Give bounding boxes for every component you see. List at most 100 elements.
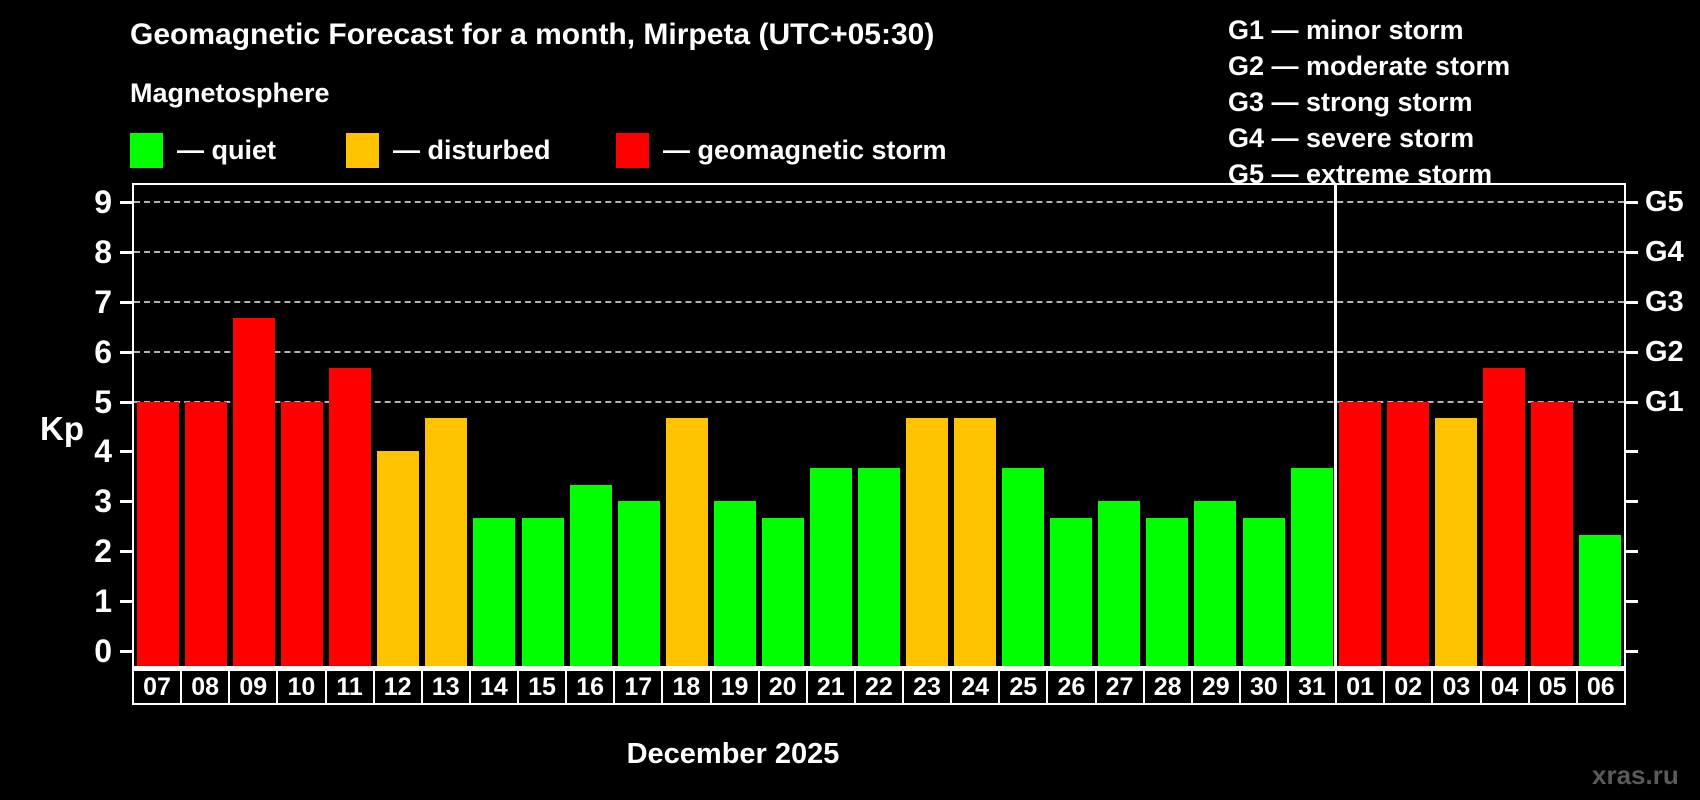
gridline-kp-5 [134, 400, 1624, 403]
legend-swatch-quiet [130, 133, 163, 168]
day-label-26: 26 [1046, 669, 1097, 705]
kp-bar-day-12 [377, 451, 420, 666]
day-label-12: 12 [372, 669, 423, 705]
day-label-18: 18 [661, 669, 712, 705]
day-label-24: 24 [950, 669, 1001, 705]
legend-item-quiet: — quiet [130, 133, 276, 168]
right-tick-kp-1 [1626, 600, 1638, 604]
day-label-16: 16 [565, 669, 616, 705]
day-label-01: 01 [1335, 669, 1386, 705]
day-label-20: 20 [757, 669, 808, 705]
left-tick-kp-1 [120, 600, 132, 604]
kp-bar-day-02 [1386, 401, 1429, 666]
day-label-21: 21 [805, 669, 856, 705]
y-tick-label-5: 5 [94, 383, 112, 420]
right-axis-label-g3: G3 [1645, 285, 1684, 318]
day-label-08: 08 [180, 669, 231, 705]
right-tick-kp-3 [1626, 500, 1638, 504]
kp-bar-day-29 [1194, 501, 1237, 666]
gridline-kp-7 [134, 300, 1624, 303]
chart-title: Geomagnetic Forecast for a month, Mirpet… [130, 18, 935, 51]
day-label-11: 11 [324, 669, 375, 705]
kp-bar-day-22 [858, 467, 900, 666]
left-tick-kp-6 [120, 350, 132, 354]
y-tick-label-3: 3 [94, 483, 112, 520]
left-tick-kp-2 [120, 550, 132, 554]
y-tick-label-7: 7 [94, 283, 112, 320]
kp-bar-day-30 [1242, 517, 1285, 666]
kp-bar-day-13 [425, 417, 468, 666]
kp-bar-day-25 [1002, 467, 1045, 666]
kp-bar-day-28 [1146, 517, 1189, 666]
kp-bar-day-18 [665, 417, 708, 666]
left-tick-kp-0 [120, 650, 132, 653]
day-label-19: 19 [709, 669, 760, 705]
right-tick-kp-5 [1626, 400, 1638, 404]
kp-bar-day-26 [1050, 517, 1093, 666]
right-tick-kp-2 [1626, 550, 1638, 554]
kp-bar-day-27 [1098, 501, 1141, 666]
kp-bar-day-11 [329, 368, 372, 666]
day-label-30: 30 [1238, 669, 1289, 705]
day-label-07: 07 [132, 669, 183, 705]
left-tick-kp-4 [120, 450, 132, 454]
kp-bar-day-07 [137, 401, 180, 666]
left-tick-kp-9 [120, 200, 132, 204]
day-label-28: 28 [1142, 669, 1193, 705]
y-tick-label-8: 8 [94, 233, 112, 270]
day-label-03: 03 [1431, 669, 1482, 705]
day-label-31: 31 [1287, 669, 1338, 705]
y-tick-label-0: 0 [94, 633, 112, 669]
kp-bar-day-04 [1482, 368, 1525, 666]
right-axis-label-g4: G4 [1645, 235, 1684, 268]
g-scale-legend: G1 — minor storm G2 — moderate storm G3 — … [1228, 12, 1510, 192]
kp-bar-day-03 [1434, 417, 1477, 666]
y-tick-label-1: 1 [94, 583, 112, 620]
kp-bar-day-24 [954, 417, 997, 666]
left-tick-kp-5 [120, 400, 132, 404]
kp-bar-day-10 [281, 401, 324, 666]
y-axis-title: Kp [40, 410, 84, 447]
day-label-04: 04 [1479, 669, 1530, 705]
kp-bar-day-14 [473, 517, 516, 666]
x-axis-day-labels: 07 08 09 10 11 12 13 14 15 16 17 18 19 20 21 22 23 24 25 26… [132, 669, 1626, 705]
right-tick-kp-6 [1626, 350, 1638, 354]
kp-bar-day-20 [761, 517, 804, 666]
day-label-17: 17 [613, 669, 664, 705]
legend-label-storm: — geomagnetic storm [663, 135, 947, 165]
kp-bar-day-21 [809, 467, 852, 666]
right-tick-kp-9 [1626, 200, 1638, 204]
gridline-kp-8 [134, 250, 1624, 253]
right-tick-kp-0 [1626, 650, 1638, 653]
day-label-05: 05 [1527, 669, 1578, 705]
kp-bar-day-06 [1578, 534, 1621, 666]
kp-bar-day-16 [569, 484, 612, 666]
left-tick-kp-8 [120, 250, 132, 254]
chart-subtitle: Magnetosphere [130, 78, 330, 108]
kp-bar-day-05 [1530, 401, 1573, 666]
g-legend-line-1: G1 — minor storm [1228, 15, 1464, 45]
day-label-10: 10 [276, 669, 327, 705]
kp-bar-day-17 [617, 501, 660, 666]
kp-bar-day-31 [1290, 467, 1333, 666]
day-label-15: 15 [517, 669, 568, 705]
right-tick-kp-4 [1626, 450, 1638, 454]
day-label-14: 14 [468, 669, 519, 705]
y-tick-label-2: 2 [94, 533, 112, 570]
legend-swatch-storm [616, 133, 649, 168]
g-legend-line-4: G4 — severe storm [1228, 123, 1475, 153]
y-tick-label-9: 9 [94, 183, 112, 220]
watermark: xras.ru [1592, 760, 1679, 790]
day-label-29: 29 [1190, 669, 1241, 705]
day-label-09: 09 [228, 669, 279, 705]
legend-swatch-disturbed [346, 133, 379, 168]
x-axis-title: December 2025 [626, 738, 840, 770]
kp-bar-day-19 [713, 501, 756, 666]
day-label-23: 23 [902, 669, 953, 705]
g-legend-line-2: G2 — moderate storm [1228, 51, 1511, 81]
right-axis-label-g2: G2 [1645, 335, 1684, 368]
plot-area [132, 183, 1626, 669]
right-axis-label-g5: G5 [1645, 185, 1684, 218]
g-legend-line-3: G3 — strong storm [1228, 87, 1473, 117]
